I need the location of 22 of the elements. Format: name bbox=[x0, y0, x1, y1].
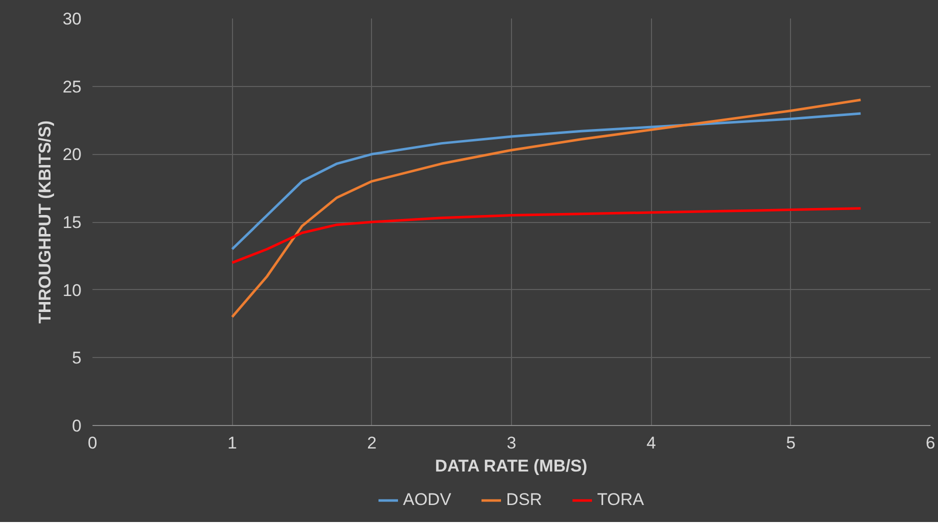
y-tick-label: 5 bbox=[72, 348, 82, 368]
x-tick-label: 4 bbox=[646, 434, 656, 452]
x-tick-label: 1 bbox=[227, 434, 237, 452]
x-axis-title: DATA RATE (MB/S) bbox=[435, 456, 588, 476]
x-tick-label: 3 bbox=[506, 434, 516, 452]
legend-label: AODV bbox=[402, 490, 452, 510]
y-tick-label: 15 bbox=[62, 213, 82, 232]
line-series bbox=[230, 98, 862, 318]
x-tick-label: 0 bbox=[88, 434, 98, 452]
y-axis-title: THROUGHPUT (KBITS/S) bbox=[36, 120, 55, 324]
x-tick-label: 5 bbox=[786, 434, 796, 452]
x-tick-label: 2 bbox=[367, 434, 377, 452]
y-tick-label: 30 bbox=[62, 10, 82, 28]
y-tick-label: 0 bbox=[72, 416, 82, 436]
x-tick-label: 6 bbox=[926, 434, 936, 452]
y-tick-label: 25 bbox=[62, 77, 82, 96]
y-tick-label: 10 bbox=[62, 280, 82, 300]
line-series bbox=[230, 207, 862, 264]
y-tick-label: 20 bbox=[62, 145, 82, 164]
legend-label: DSR bbox=[506, 490, 542, 510]
legend-label: TORA bbox=[597, 490, 644, 510]
line-series bbox=[230, 112, 862, 250]
